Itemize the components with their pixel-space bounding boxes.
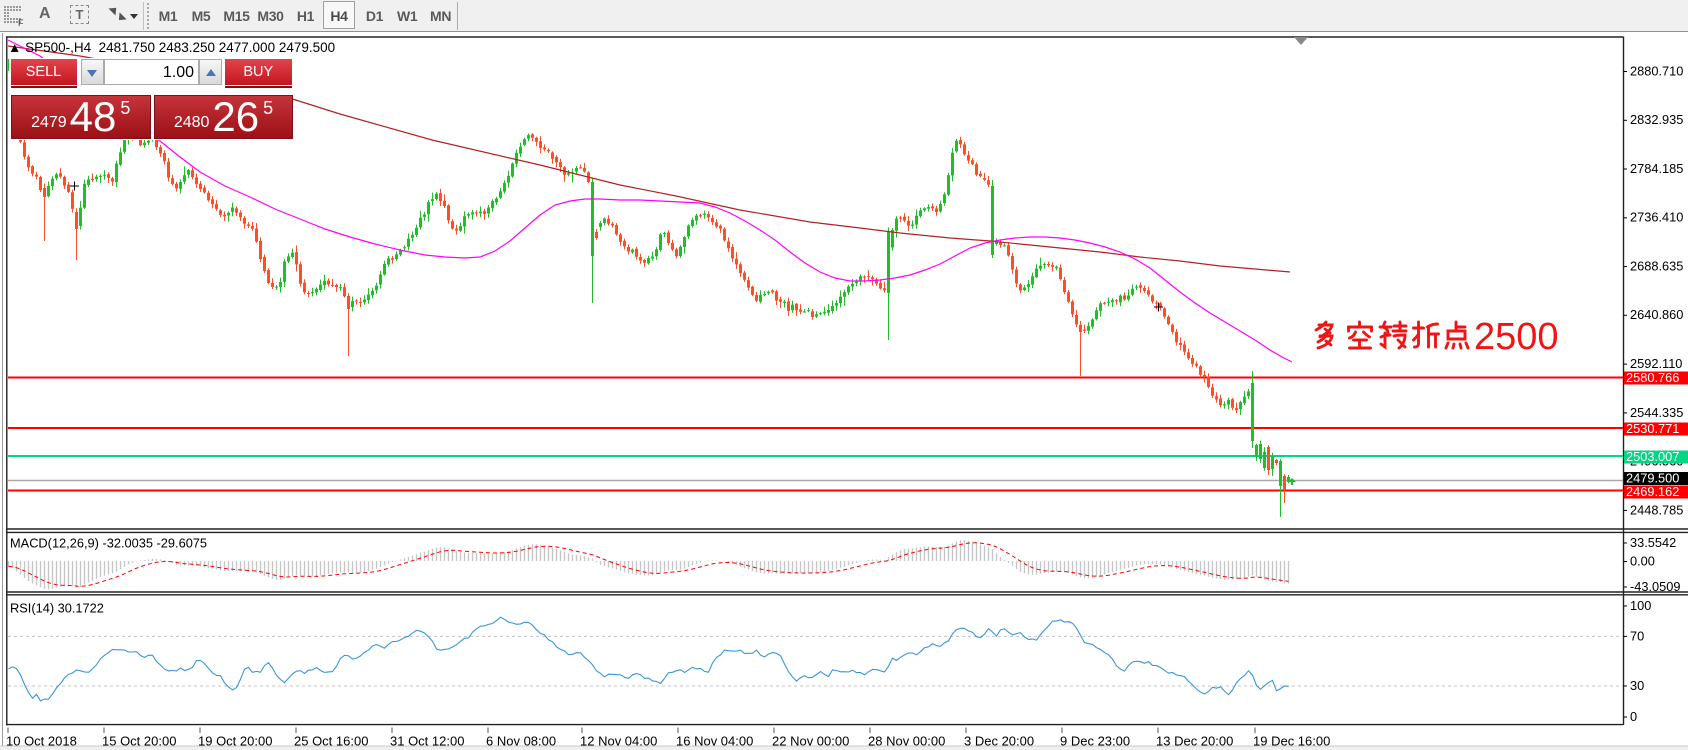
svg-text:28 Nov 00:00: 28 Nov 00:00	[868, 734, 945, 749]
svg-text:2580.766: 2580.766	[1626, 370, 1679, 385]
svg-text:RSI(14) 30.1722: RSI(14) 30.1722	[10, 600, 104, 615]
svg-text:2530.771: 2530.771	[1626, 421, 1679, 436]
svg-text:2736.410: 2736.410	[1630, 210, 1683, 225]
svg-text:3 Dec 20:00: 3 Dec 20:00	[964, 734, 1034, 749]
svg-text:25 Oct 16:00: 25 Oct 16:00	[294, 734, 368, 749]
svg-text:22 Nov 00:00: 22 Nov 00:00	[772, 734, 849, 749]
svg-text:9 Dec 23:00: 9 Dec 23:00	[1060, 734, 1130, 749]
svg-text:2592.110: 2592.110	[1630, 356, 1682, 371]
svg-text:2448.785: 2448.785	[1630, 502, 1683, 517]
svg-text:30: 30	[1630, 678, 1644, 693]
svg-text:2500: 2500	[1474, 316, 1559, 358]
svg-text:0.00: 0.00	[1630, 553, 1655, 568]
svg-text:33.5542: 33.5542	[1630, 535, 1676, 550]
svg-text:2688.635: 2688.635	[1630, 258, 1683, 273]
svg-text:31 Oct 12:00: 31 Oct 12:00	[390, 734, 464, 749]
svg-text:19 Oct 20:00: 19 Oct 20:00	[198, 734, 272, 749]
svg-text:2880.710: 2880.710	[1630, 63, 1683, 78]
svg-text:2503.007: 2503.007	[1626, 449, 1679, 464]
svg-text:F: F	[18, 18, 24, 28]
svg-text:12 Nov 04:00: 12 Nov 04:00	[580, 734, 657, 749]
svg-text:-43.0509: -43.0509	[1630, 579, 1681, 594]
svg-text:2832.935: 2832.935	[1630, 112, 1683, 127]
svg-text:2544.335: 2544.335	[1630, 405, 1683, 420]
svg-text:2640.860: 2640.860	[1630, 307, 1683, 322]
svg-text:2479.500: 2479.500	[1626, 471, 1679, 486]
svg-text:MACD(12,26,9) -32.0035 -29.607: MACD(12,26,9) -32.0035 -29.6075	[10, 535, 207, 550]
svg-text:6 Nov 08:00: 6 Nov 08:00	[486, 734, 556, 749]
svg-text:2784.185: 2784.185	[1630, 161, 1683, 176]
svg-text:0: 0	[1630, 709, 1637, 724]
svg-text:15 Oct 20:00: 15 Oct 20:00	[102, 734, 176, 749]
svg-text:70: 70	[1630, 628, 1644, 643]
svg-text:13 Dec 20:00: 13 Dec 20:00	[1156, 734, 1233, 749]
svg-text:16 Nov 04:00: 16 Nov 04:00	[676, 734, 753, 749]
svg-text:100: 100	[1630, 598, 1651, 613]
svg-text:10 Oct 2018: 10 Oct 2018	[6, 734, 77, 749]
svg-text:2469.162: 2469.162	[1626, 484, 1679, 499]
svg-text:19 Dec 16:00: 19 Dec 16:00	[1253, 734, 1330, 749]
